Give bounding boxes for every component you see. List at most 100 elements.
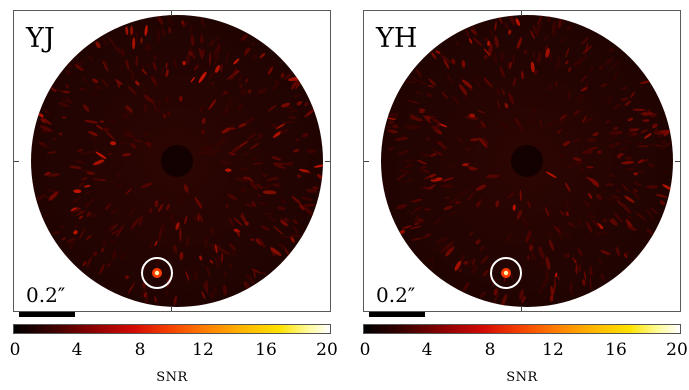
speckle <box>281 121 296 124</box>
speckle <box>221 127 231 134</box>
speckle <box>125 105 133 113</box>
speckle <box>87 55 94 61</box>
speckle <box>577 248 583 257</box>
speckle <box>144 25 148 36</box>
companion-marker-circle <box>490 257 522 289</box>
speckle <box>193 270 198 281</box>
speckle <box>558 18 562 29</box>
speckle <box>224 271 227 278</box>
speckle <box>266 66 271 76</box>
speckle <box>256 183 263 190</box>
speckle <box>76 210 87 213</box>
speckle <box>152 98 157 112</box>
speckle <box>89 135 97 140</box>
speckle <box>541 278 547 289</box>
speckle <box>223 106 229 115</box>
speckle <box>626 216 634 219</box>
speckle <box>73 189 82 194</box>
speckle <box>659 200 665 206</box>
speckle <box>573 58 584 67</box>
speckle <box>443 58 450 70</box>
speckle <box>212 45 219 59</box>
colorbar-tick: 4 <box>421 340 433 360</box>
speckle <box>426 137 431 141</box>
speckle <box>409 114 421 122</box>
speckle <box>261 173 268 177</box>
speckle <box>428 78 437 86</box>
speckle <box>488 29 494 36</box>
speckle <box>185 54 190 65</box>
speckle <box>497 99 500 110</box>
speckle <box>609 219 615 226</box>
speckle <box>478 137 488 148</box>
speckle <box>545 121 556 128</box>
speckle <box>519 189 522 202</box>
speckle <box>624 156 633 161</box>
panel-yj: YJ 0.2″ 0 4 8 12 16 20 SNR <box>10 10 338 385</box>
speckle <box>628 127 634 133</box>
speckle <box>157 15 163 25</box>
speckle <box>565 211 569 217</box>
speckle <box>209 260 214 264</box>
speckle <box>228 262 233 269</box>
speckle <box>75 211 85 216</box>
speckle <box>578 264 582 272</box>
speckle <box>290 236 295 243</box>
speckle <box>553 281 556 295</box>
speckle <box>609 131 617 137</box>
speckle <box>650 112 658 118</box>
speckle <box>120 141 126 145</box>
speckle <box>273 163 286 169</box>
speckle <box>83 184 91 188</box>
speckle <box>582 150 594 154</box>
speckle <box>272 225 284 235</box>
speckle <box>516 209 523 220</box>
speckle <box>288 116 297 119</box>
colorbar-yh <box>363 324 681 334</box>
speckle <box>608 56 614 65</box>
speckle <box>610 194 622 200</box>
speckle <box>213 288 218 294</box>
speckle <box>83 151 93 155</box>
speckle <box>480 120 486 128</box>
speckle <box>415 68 422 78</box>
image-frame-yj: YJ 0.2″ <box>13 10 331 312</box>
speckle <box>444 196 451 199</box>
speckle <box>208 99 217 110</box>
speckle <box>530 61 535 73</box>
speckle <box>494 21 497 31</box>
speckle <box>613 103 622 109</box>
speckle <box>518 122 523 134</box>
speckle <box>272 131 282 138</box>
scale-bar-yh <box>369 312 425 317</box>
speckle <box>75 60 85 71</box>
speckle <box>188 50 193 57</box>
speckle <box>536 23 541 36</box>
speckle <box>637 86 644 88</box>
speckle <box>225 97 233 108</box>
speckle <box>82 77 87 83</box>
speckle <box>160 67 165 77</box>
scale-bar-yj <box>19 312 75 317</box>
speckle <box>109 119 115 123</box>
speckle <box>117 81 120 88</box>
speckle <box>240 188 246 193</box>
speckle <box>252 157 258 161</box>
central-mask <box>161 145 193 177</box>
speckle <box>233 58 240 65</box>
speckle <box>441 245 454 252</box>
speckle <box>154 296 157 303</box>
speckle <box>559 114 568 120</box>
speckle <box>538 289 543 294</box>
speckle <box>645 185 659 189</box>
speckle <box>560 210 565 216</box>
speckle <box>244 48 251 56</box>
speckle <box>586 166 594 169</box>
speckle <box>432 218 443 225</box>
speckle <box>67 237 76 243</box>
speckle <box>230 68 238 81</box>
speckle <box>198 71 207 84</box>
speckle <box>92 251 98 256</box>
speckle <box>242 176 251 180</box>
speckle <box>245 78 249 83</box>
